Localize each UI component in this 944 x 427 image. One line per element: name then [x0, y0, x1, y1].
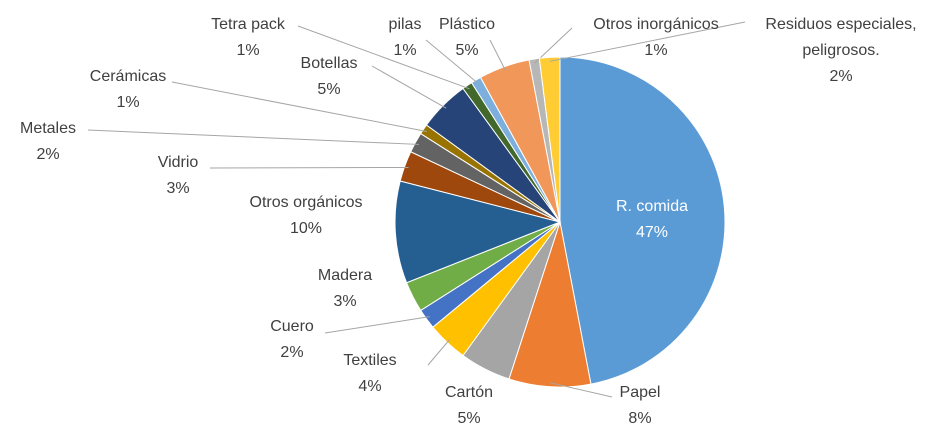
value-label: 3%: [333, 293, 357, 310]
data-label: Residuos especiales, peligrosos. 2%: [751, 12, 931, 90]
leader-line: [549, 382, 613, 398]
value-label: 2%: [829, 68, 853, 85]
category-label: Botellas: [300, 55, 358, 72]
leader-line: [534, 27, 573, 64]
data-label: Textiles 4%: [343, 348, 396, 400]
data-label: Papel 8%: [620, 380, 661, 427]
data-label: Cerámicas 1%: [90, 64, 166, 116]
data-label: Cartón 5%: [445, 380, 493, 427]
data-label: Cuero 2%: [270, 314, 314, 366]
value-label: 5%: [455, 42, 479, 59]
pie-slice: [394, 180, 562, 284]
pie-slice: [559, 56, 726, 385]
value-label: 4%: [358, 378, 382, 395]
data-label: Otros inorgánicos 1%: [593, 12, 718, 64]
data-label: Botellas 5%: [301, 51, 358, 103]
category-label: pilas: [388, 16, 422, 33]
data-label: Metales 2%: [20, 116, 76, 168]
value-label: 2%: [280, 344, 304, 361]
category-label: Tetra pack: [211, 16, 285, 33]
leader-line: [549, 21, 746, 62]
category-label: Otros inorgánicos: [593, 16, 719, 33]
value-label: 1%: [116, 94, 140, 111]
pie-slice: [538, 56, 561, 223]
data-label: R. comida 47%: [616, 194, 688, 246]
value-label: 10%: [289, 220, 323, 237]
category-label: Cartón: [444, 384, 494, 401]
data-label: Plástico 5%: [439, 12, 495, 64]
data-label: pilas 1%: [389, 12, 422, 64]
value-label: 1%: [236, 42, 260, 59]
data-label: Vidrio 3%: [158, 150, 199, 202]
data-label: Tetra pack 1%: [211, 12, 285, 64]
category-label: Textiles: [343, 352, 397, 369]
value-label: 1%: [644, 42, 668, 59]
value-label: 5%: [317, 81, 341, 98]
leader-line: [427, 339, 451, 366]
value-label: 3%: [166, 180, 190, 197]
leader-line: [489, 39, 506, 71]
value-label: 47%: [635, 224, 669, 241]
category-label: R. comida: [615, 198, 689, 215]
leader-line: [171, 81, 427, 132]
data-label: Madera 3%: [318, 263, 372, 315]
value-label: 8%: [628, 410, 652, 427]
leader-line: [425, 39, 479, 84]
leader-line: [324, 316, 430, 334]
category-label: Vidrio: [157, 154, 199, 171]
value-label: 5%: [457, 410, 481, 427]
value-label: 2%: [36, 146, 60, 163]
category-label: Madera: [317, 267, 373, 284]
category-label: Plástico: [438, 16, 496, 33]
category-label: Residuos especiales, peligrosos.: [765, 16, 917, 59]
category-label: Cuero: [270, 318, 314, 335]
leader-line: [371, 65, 447, 109]
data-label: Otros orgánicos 10%: [250, 190, 363, 242]
leader-line: [209, 166, 409, 169]
leader-line: [87, 129, 419, 145]
category-label: Papel: [619, 384, 661, 401]
value-label: 1%: [393, 42, 417, 59]
category-label: Otros orgánicos: [249, 194, 363, 211]
category-label: Metales: [19, 120, 77, 137]
category-label: Cerámicas: [89, 68, 167, 85]
leader-line: [297, 25, 470, 90]
